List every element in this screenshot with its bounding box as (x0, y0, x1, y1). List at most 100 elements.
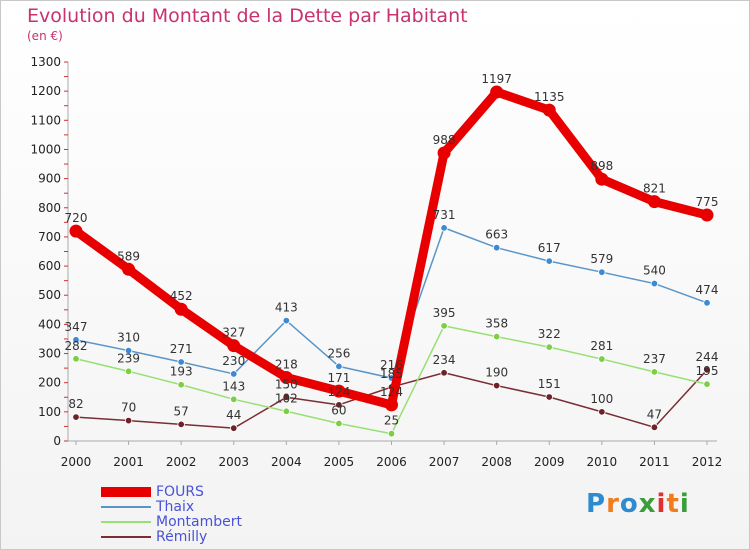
data-point (703, 299, 711, 307)
data-point (282, 407, 291, 415)
data-point (440, 369, 448, 377)
data-label: 124 (380, 385, 403, 399)
chart-title: Evolution du Montant de la Dette par Hab… (27, 5, 468, 27)
data-point (598, 408, 606, 416)
logo-letter: t (666, 489, 680, 519)
data-label: 1135 (534, 90, 565, 104)
data-point (335, 362, 343, 371)
data-label: 281 (590, 339, 613, 353)
data-point (282, 393, 291, 401)
legend-label: Montambert (156, 514, 242, 530)
data-label: 70 (121, 401, 136, 415)
data-label: 216 (380, 358, 403, 372)
axes: 0 100 200 300 400 500 600 700 800 900 1000 1100 1200… (30, 55, 722, 469)
data-label: 190 (485, 366, 508, 380)
data-label: 193 (170, 365, 193, 379)
x-tick-label: 2011 (639, 455, 670, 469)
data-point (279, 370, 293, 384)
legend-label: Rémilly (156, 529, 208, 545)
data-label: 474 (696, 283, 719, 297)
data-point (230, 395, 238, 404)
legend-swatch (101, 521, 151, 523)
x-tick-label: 2006 (376, 455, 407, 469)
x-tick-label: 2007 (429, 455, 460, 469)
data-label: 579 (590, 252, 613, 266)
legend-label: Thaix (156, 499, 195, 515)
y-tick-label: 100 (38, 405, 61, 419)
data-point (177, 358, 185, 366)
data-point (598, 355, 606, 363)
data-point (230, 424, 238, 432)
data-point (545, 343, 553, 351)
data-label: 347 (65, 320, 88, 334)
data-label: 100 (590, 392, 613, 406)
data-point (230, 370, 238, 378)
data-point (440, 224, 448, 232)
data-label: 452 (170, 289, 193, 303)
data-point (700, 208, 714, 222)
logo-letter: P (586, 489, 607, 519)
data-label: 60 (331, 404, 346, 418)
data-label: 663 (485, 228, 508, 242)
x-tick-label: 2010 (587, 455, 618, 469)
proxiti-logo: Proxiti (586, 489, 690, 519)
logo-letter: r (606, 489, 620, 519)
data-label: 775 (696, 195, 719, 209)
data-point (122, 262, 136, 276)
data-point (335, 419, 343, 428)
y-tick-label: 1300 (30, 55, 61, 69)
logo-letter: o (619, 489, 639, 519)
data-point (650, 279, 659, 288)
data-label: 244 (696, 350, 719, 364)
data-label: 322 (538, 327, 561, 341)
data-point (595, 172, 609, 186)
data-label: 124 (327, 385, 350, 399)
x-tick-label: 2001 (113, 455, 144, 469)
data-point (703, 380, 711, 388)
y-tick-label: 1000 (30, 142, 61, 156)
y-tick-label: 1200 (30, 84, 61, 98)
x-tick-label: 2004 (271, 455, 302, 469)
data-point (703, 366, 711, 374)
logo-letter: i (679, 489, 690, 519)
y-tick-label: 600 (38, 259, 61, 273)
data-point (492, 332, 501, 341)
data-label: 395 (433, 306, 456, 320)
data-point (545, 393, 553, 401)
x-tick-label: 2009 (534, 455, 565, 469)
data-label: 720 (65, 211, 88, 225)
data-point (124, 367, 133, 376)
data-label: 218 (275, 357, 298, 371)
data-label: 185 (380, 367, 403, 381)
data-point (650, 368, 659, 376)
series-fours (69, 85, 714, 412)
y-tick-label: 900 (38, 172, 61, 186)
data-label: 102 (275, 391, 298, 405)
chart-subtitle: (en €) (27, 29, 63, 43)
x-tick-label: 2003 (218, 455, 249, 469)
data-label: 151 (538, 377, 561, 391)
y-tick-label: 700 (38, 230, 61, 244)
data-label: 230 (222, 354, 245, 368)
data-label: 310 (117, 331, 140, 345)
data-label: 237 (643, 352, 666, 366)
series-montambert (72, 322, 711, 438)
x-tick-label: 2005 (324, 455, 355, 469)
y-tick-label: 800 (38, 201, 61, 215)
data-point (282, 316, 291, 325)
data-point (647, 195, 661, 209)
data-label: 898 (590, 159, 613, 173)
data-label: 988 (433, 133, 456, 147)
data-point (437, 146, 451, 160)
data-label: 143 (222, 379, 245, 393)
series-thaix (72, 224, 711, 382)
y-tick-label: 1100 (30, 113, 61, 127)
data-point (492, 381, 501, 390)
data-point (385, 398, 398, 412)
series-layer: 82 70 57 44 150 124 185 234 190 151 100 47 244 282 239… (65, 72, 719, 438)
data-point (177, 381, 185, 389)
data-label: 57 (174, 404, 189, 418)
data-label: 617 (538, 241, 561, 255)
data-point (124, 416, 133, 425)
